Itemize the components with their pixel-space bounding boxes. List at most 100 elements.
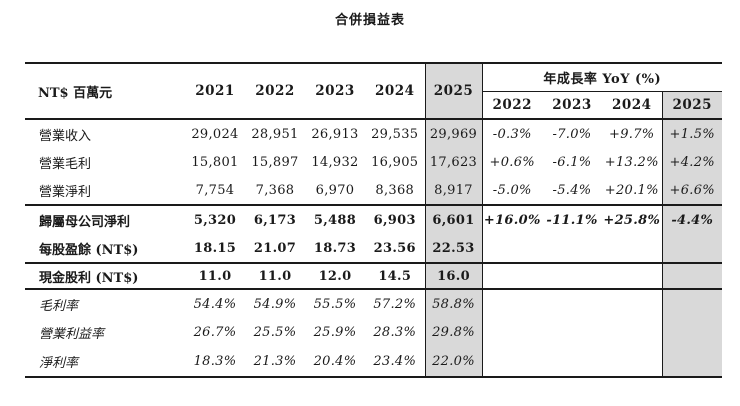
value-cell: 26.7%: [193, 325, 237, 340]
yoy-cell: [542, 318, 602, 347]
row-label: 歸屬母公司淨利: [25, 204, 185, 234]
row-label: 現金股利 (NT$): [25, 262, 185, 289]
value-cell: 18.73: [313, 240, 357, 256]
year-header: 2024: [365, 62, 425, 120]
yoy-cell: [602, 347, 662, 378]
year-header: 2021: [185, 62, 245, 120]
row-label: 營業毛利: [39, 157, 92, 172]
yoy-cell-highlight: [661, 262, 722, 289]
value-cell: 18.3%: [185, 347, 245, 378]
value-cell: 5,488: [305, 204, 365, 234]
yoy-cell: [482, 288, 542, 318]
value-cell: 25.5%: [253, 325, 297, 340]
value-cell-highlight: 29.8%: [424, 318, 483, 347]
yoy-cell: [482, 234, 542, 263]
yoy-cell: [602, 262, 662, 289]
value-cell: 54.4%: [185, 288, 245, 318]
table-row: 營業淨利 7,754 7,368 6,970 8,368 8,917 -5.0%…: [25, 177, 722, 205]
yoy-cell: +20.1%: [604, 183, 659, 198]
value-cell: 26,913: [311, 126, 359, 142]
value-cell: 54.9%: [245, 288, 305, 318]
value-cell: 12.0: [305, 262, 365, 289]
value-cell: 57.2%: [365, 288, 425, 318]
table-row: 營業收入 29,024 28,951 26,913 29,535 29,969 …: [25, 119, 722, 148]
yoy-cell-highlight: [661, 288, 722, 318]
yoy-cell: [542, 234, 602, 263]
table-row: 營業利益率 26.7% 25.5% 25.9% 28.3% 29.8%: [25, 318, 722, 347]
value-cell: 15,897: [251, 155, 299, 170]
value-cell: 29,024: [191, 126, 239, 142]
yoy-year-header: 2022: [482, 91, 542, 120]
value-cell: 25.9%: [313, 325, 357, 340]
income-statement-table: NT$ 百萬元 2021 2022 2023 2024 2025 年成長率 Yo…: [25, 62, 722, 378]
yoy-cell: +0.6%: [489, 155, 535, 170]
yoy-year-header-highlight: 2025: [661, 91, 722, 120]
value-cell: 15,801: [191, 155, 239, 170]
value-cell: 23.4%: [365, 347, 425, 378]
yoy-cell: [602, 318, 662, 347]
year-header: 2022: [245, 62, 305, 120]
row-label: 淨利率: [25, 347, 185, 378]
value-cell-highlight: 22.0%: [424, 347, 483, 378]
yoy-cell: -6.1%: [552, 155, 592, 170]
yoy-cell: -7.0%: [552, 126, 592, 142]
table-row: 營業毛利 15,801 15,897 14,932 16,905 17,623 …: [25, 148, 722, 177]
table-row: 歸屬母公司淨利 5,320 6,173 5,488 6,903 6,601 +1…: [25, 204, 722, 234]
yoy-cell-highlight: [661, 318, 722, 347]
yoy-cell: [542, 347, 602, 378]
row-label: 營業收入: [39, 128, 92, 144]
value-cell-highlight: 22.53: [424, 234, 483, 263]
yoy-cell-highlight: +4.2%: [661, 148, 722, 177]
value-cell: 55.5%: [305, 288, 365, 318]
yoy-cell: [542, 288, 602, 318]
value-cell: 23.56: [373, 240, 416, 256]
value-cell-highlight: 8,917: [424, 177, 483, 205]
row-label: 毛利率: [25, 288, 185, 318]
value-cell-highlight: 17,623: [424, 148, 483, 177]
value-cell: 21.07: [253, 240, 297, 256]
yoy-cell: [602, 288, 662, 318]
yoy-cell-highlight: [661, 347, 722, 378]
value-cell: 5,320: [185, 204, 245, 234]
year-header: 2023: [305, 62, 365, 120]
value-cell: 29,535: [371, 126, 419, 142]
yoy-cell: -0.3%: [492, 126, 532, 142]
value-cell-highlight: 16.0: [424, 262, 483, 289]
value-cell: 28.3%: [373, 325, 417, 340]
value-cell: 6,173: [245, 204, 305, 234]
row-label: 每股盈餘 (NT$): [39, 242, 139, 258]
value-cell: 21.3%: [245, 347, 305, 378]
yoy-cell: +13.2%: [604, 155, 659, 170]
yoy-cell: +9.7%: [609, 126, 655, 142]
yoy-cell: +25.8%: [602, 204, 662, 234]
year-header-highlight: 2025: [424, 62, 483, 120]
yoy-year-header: 2024: [602, 91, 662, 120]
yoy-cell: -11.1%: [542, 204, 602, 234]
value-cell: 18.15: [193, 240, 237, 256]
value-cell: 16,905: [371, 155, 419, 170]
table-row: 現金股利 (NT$) 11.0 11.0 12.0 14.5 16.0: [25, 262, 722, 289]
yoy-cell-highlight: [661, 234, 722, 263]
row-label: 營業淨利: [39, 185, 92, 200]
value-cell: 6,903: [365, 204, 425, 234]
value-cell: 11.0: [185, 262, 245, 289]
table-row: 淨利率 18.3% 21.3% 20.4% 23.4% 22.0%: [25, 347, 722, 378]
yoy-cell-highlight: +1.5%: [661, 119, 722, 148]
row-label: 營業利益率: [39, 327, 105, 342]
value-cell: 8,368: [375, 183, 415, 198]
value-cell-highlight: 29,969: [424, 119, 483, 148]
yoy-cell: [482, 347, 542, 378]
value-cell-highlight: 58.8%: [424, 288, 483, 318]
yoy-cell: [482, 262, 542, 289]
yoy-group-header: 年成長率 YoY (%): [482, 62, 722, 92]
yoy-cell-highlight: -4.4%: [661, 204, 722, 234]
yoy-cell: -5.4%: [552, 183, 592, 198]
value-cell: 7,754: [195, 183, 235, 198]
yoy-cell: +16.0%: [482, 204, 542, 234]
yoy-cell: [602, 234, 662, 263]
value-cell: 7,368: [255, 183, 295, 198]
page-title: 合併損益表: [334, 13, 405, 28]
yoy-cell: [482, 318, 542, 347]
value-cell: 6,970: [315, 183, 355, 198]
value-cell: 11.0: [245, 262, 305, 289]
